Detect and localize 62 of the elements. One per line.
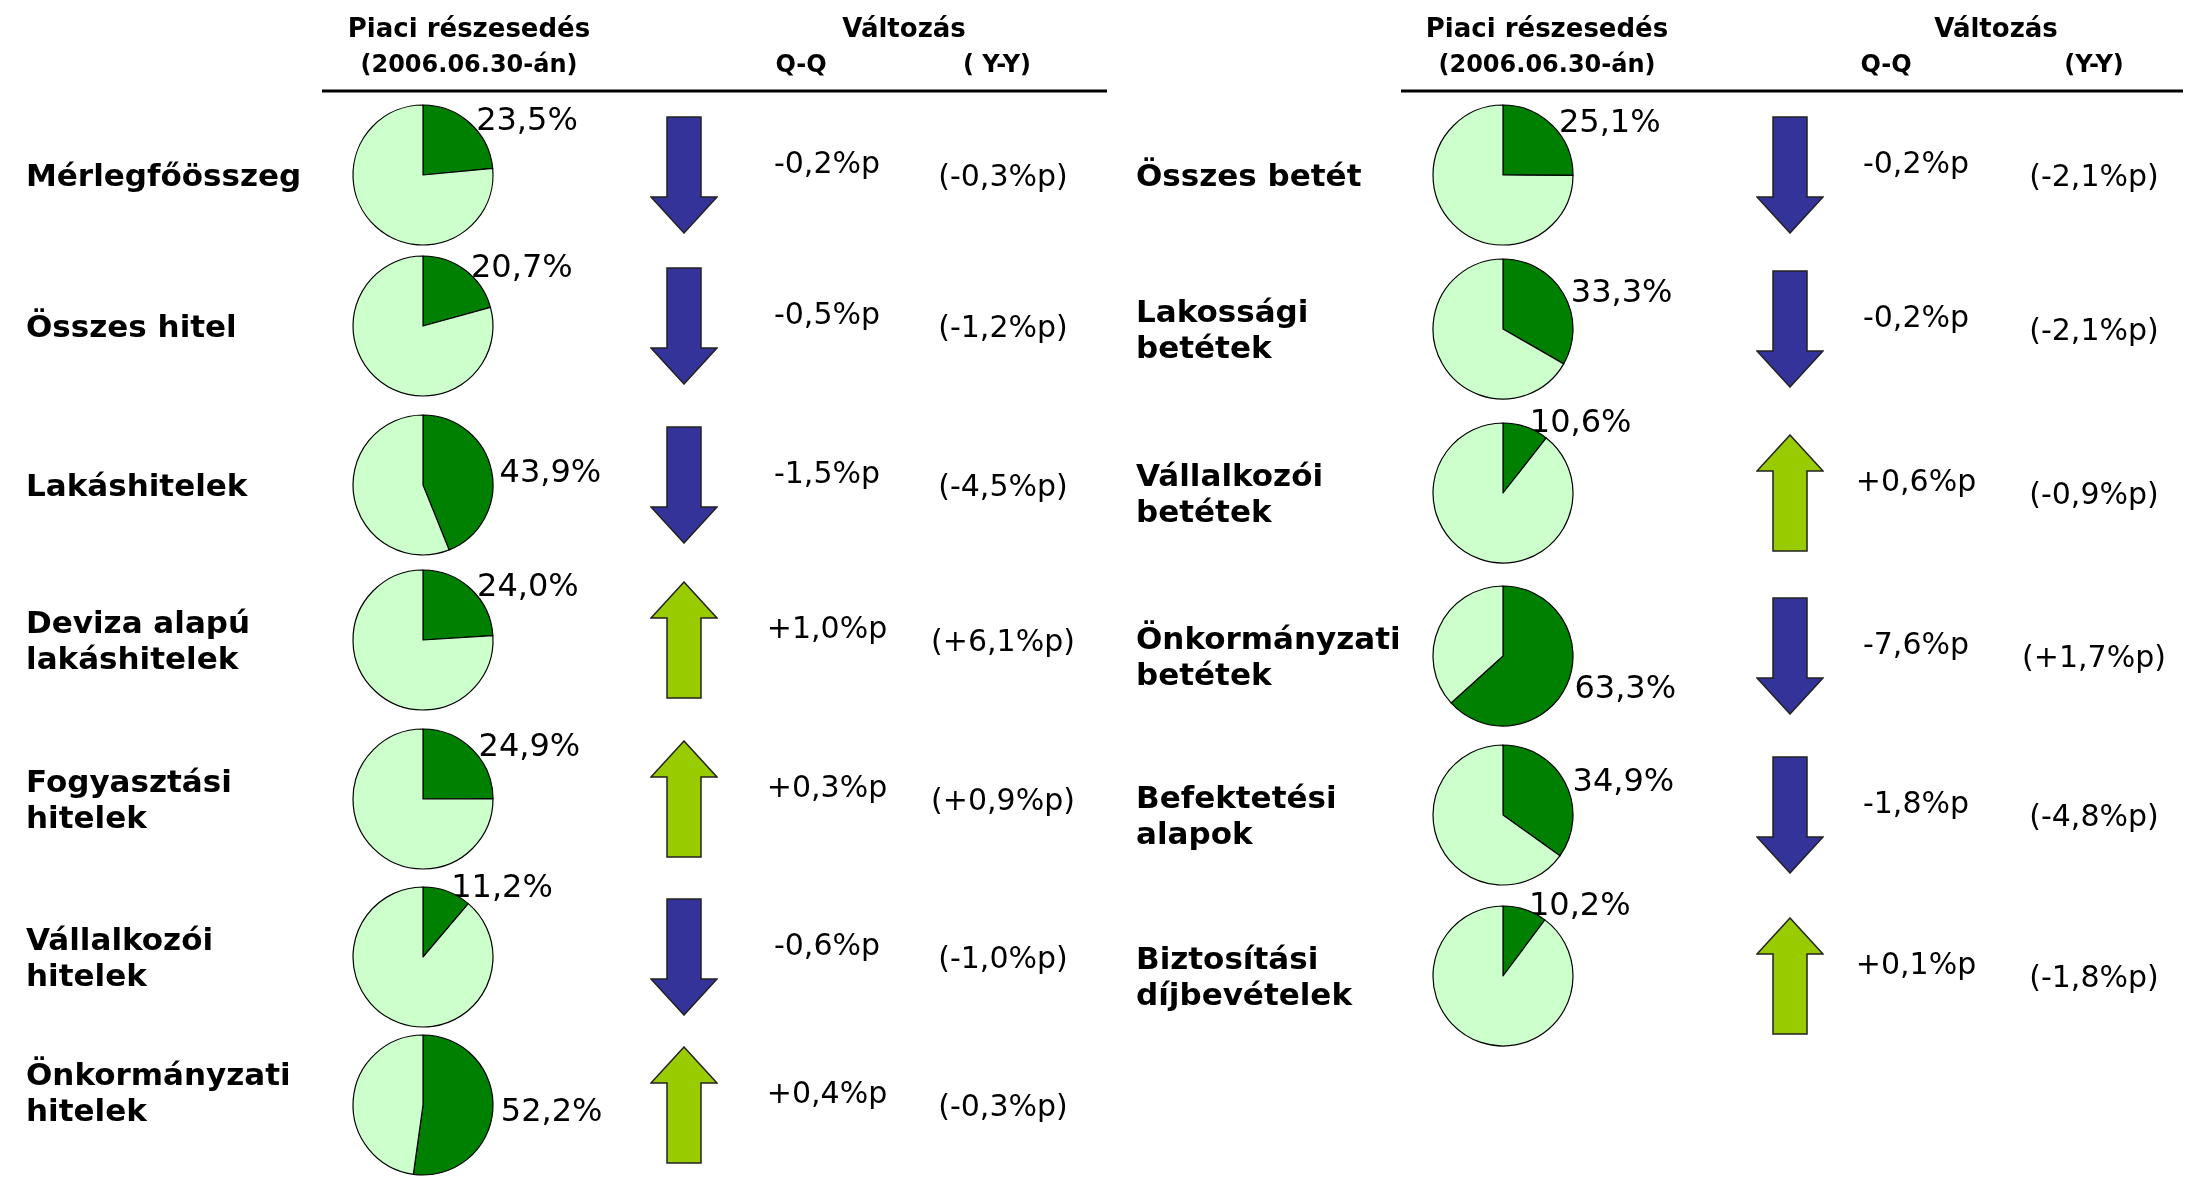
text: (-0,3%p) — [938, 157, 1068, 193]
text: Változás — [842, 13, 966, 43]
text: Q-Q — [775, 50, 827, 78]
text: (+1,7%p) — [2022, 638, 2166, 674]
text: -1,8%p — [1862, 784, 1970, 820]
text: (-0,3%p) — [938, 1087, 1068, 1123]
data-label: 25,1% — [1558, 102, 1661, 141]
text: (Y-Y) — [2064, 50, 2124, 78]
text: Lakáshitelek — [26, 467, 249, 503]
text: Lakossági betétek — [1136, 293, 1320, 365]
text: Önkormányzati hitelek — [26, 1055, 302, 1128]
data-label: 52,2% — [500, 1091, 603, 1130]
text: (-2,1%p) — [2029, 311, 2159, 347]
data-label: 11,2% — [451, 866, 553, 905]
data-label: 63,3% — [1574, 667, 1677, 706]
text: Összes betét — [1136, 157, 1362, 193]
text: -0,2%p — [1862, 298, 1970, 334]
text: +0,1%p — [1855, 945, 1977, 981]
text: (2006.06.30-án) — [360, 50, 578, 78]
text: Önkormányzati betétek — [1136, 620, 1412, 692]
text: -0,5%p — [773, 295, 881, 331]
text: Mérlegfőösszeg — [26, 157, 302, 193]
text: -0,2%p — [1862, 144, 1970, 180]
text: +1,0%p — [766, 609, 888, 645]
text: Biztosítási díjbevételek — [1136, 940, 1354, 1012]
text: Vállalkozói hitelek — [26, 921, 224, 993]
data-label: 23,5% — [476, 99, 578, 138]
text: Vállalkozói betétek — [1136, 457, 1334, 529]
text: Befektetési alapok — [1136, 779, 1348, 851]
text: (+0,9%p) — [931, 781, 1075, 817]
text: (+6,1%p) — [931, 622, 1075, 658]
text: -0,2%p — [773, 144, 881, 180]
text: -7,6%p — [1862, 625, 1970, 661]
text: Piaci részesedés — [347, 13, 591, 43]
data-label: 10,6% — [1529, 402, 1632, 441]
data-label: 24,9% — [478, 726, 581, 765]
data-label: 24,0% — [477, 565, 579, 604]
text: Fogyasztási hitelek — [26, 763, 243, 835]
text: -1,5%p — [773, 454, 881, 490]
text: +0,3%p — [766, 768, 888, 804]
data-label: 20,7% — [471, 246, 573, 285]
text: (-4,5%p) — [938, 467, 1068, 503]
text: (-1,8%p) — [2029, 958, 2159, 994]
text: +0,6%p — [1855, 462, 1977, 498]
text: Összes hitel — [26, 308, 237, 344]
text: (-1,2%p) — [938, 308, 1068, 344]
text: -0,6%p — [773, 926, 881, 962]
text: ( Y-Y) — [963, 50, 1031, 78]
text: (-4,8%p) — [2029, 797, 2159, 833]
text: Deviza alapú lakáshitelek — [26, 604, 261, 676]
text: +0,4%p — [766, 1074, 888, 1110]
text: (-2,1%p) — [2029, 157, 2159, 193]
text: Q-Q — [1860, 50, 1912, 78]
data-label: 33,3% — [1570, 271, 1673, 310]
text: (-0,9%p) — [2029, 475, 2159, 511]
text: Piaci részesedés — [1425, 13, 1669, 43]
text: Változás — [1934, 13, 2058, 43]
text: (2006.06.30-án) — [1438, 50, 1656, 78]
text: (-1,0%p) — [938, 939, 1068, 975]
data-label: 34,9% — [1572, 761, 1675, 800]
data-label: 43,9% — [499, 451, 602, 490]
data-label: 10,2% — [1528, 884, 1631, 923]
